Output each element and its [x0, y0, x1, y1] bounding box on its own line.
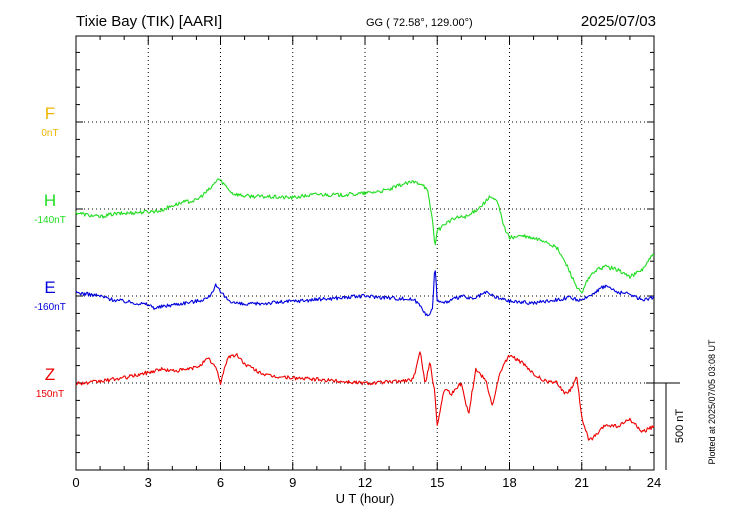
- series-labels: F 0nT H -140nT E -160nT Z 150nT: [34, 104, 66, 400]
- x-tick-label: 12: [358, 475, 372, 490]
- x-tick-label: 9: [289, 475, 296, 490]
- series-baseline-f: 0nT: [41, 128, 58, 139]
- series-trace-z: [75, 351, 655, 441]
- series-trace-h: [75, 178, 655, 294]
- x-tick-label: 21: [575, 475, 589, 490]
- series-label-e: E: [44, 278, 55, 297]
- grid-lines: [76, 36, 654, 470]
- series-traces: [75, 178, 655, 441]
- series-trace-e: [75, 270, 655, 317]
- series-baseline-h: -140nT: [34, 215, 66, 226]
- station-coordinates: GG ( 72.58°, 129.00°): [366, 17, 473, 29]
- x-tick-label: 6: [217, 475, 224, 490]
- series-baseline-z: 150nT: [36, 389, 64, 400]
- x-tick-label: 3: [145, 475, 152, 490]
- y-minor-ticks: [76, 51, 654, 471]
- chart-title: Tixie Bay (TIK) [AARI]: [76, 13, 222, 30]
- x-tick-label: 18: [502, 475, 516, 490]
- series-label-h: H: [44, 191, 56, 210]
- x-tick-label: 24: [647, 475, 661, 490]
- x-tick-label: 0: [72, 475, 79, 490]
- plot-timestamp: Plotted at 2025/07/05 03:08 UT: [707, 339, 717, 465]
- series-label-z: Z: [45, 365, 55, 384]
- series-baseline-e: -160nT: [34, 302, 66, 313]
- x-axis-ticks: 0 3 6 9 12 15 18 21 24: [72, 36, 661, 490]
- x-tick-label: 15: [430, 475, 444, 490]
- series-label-f: F: [45, 104, 55, 123]
- x-axis-label: U T (hour): [336, 491, 395, 506]
- chart-date: 2025/07/03: [581, 13, 656, 30]
- scale-bar-label: 500 nT: [674, 409, 686, 444]
